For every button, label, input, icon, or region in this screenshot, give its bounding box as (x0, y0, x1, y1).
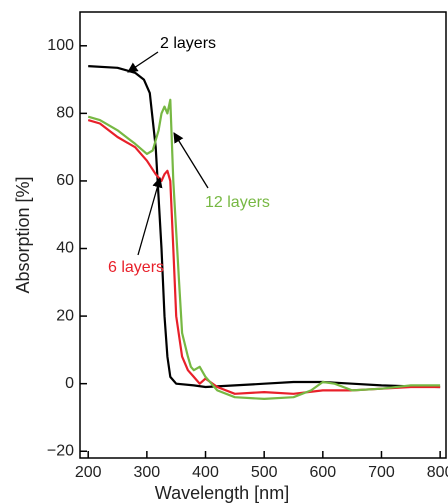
series-line (87, 119, 441, 395)
annotation: 2 layers (160, 35, 216, 52)
y-tick-label: 0 (65, 375, 74, 392)
annotation: 6 layers (108, 259, 164, 276)
y-tick-label: −20 (47, 442, 74, 459)
plot-frame (79, 11, 447, 459)
series-line (88, 65, 441, 389)
y-tick-label: 20 (56, 307, 74, 324)
x-axis-label: Wavelength [nm] (155, 483, 289, 503)
x-tick-label: 300 (134, 464, 161, 481)
x-tick-label: 700 (368, 464, 395, 481)
annotation-arrow (173, 132, 209, 189)
y-tick-label: 40 (56, 240, 74, 257)
x-tick-label: 800 (427, 464, 448, 481)
x-tick-label: 200 (75, 464, 102, 481)
y-tick-label: 80 (56, 105, 74, 122)
series-line (87, 98, 441, 400)
annotation-arrow (127, 51, 159, 73)
x-tick-label: 600 (309, 464, 336, 481)
y-axis-label: Absorption [%] (13, 176, 33, 293)
annotation-arrow (137, 177, 163, 256)
x-tick-label: 400 (192, 464, 219, 481)
annotation: 12 layers (205, 194, 270, 211)
x-tick-label: 500 (251, 464, 278, 481)
y-tick-label: 100 (47, 37, 74, 54)
y-tick-label: 60 (56, 172, 74, 189)
